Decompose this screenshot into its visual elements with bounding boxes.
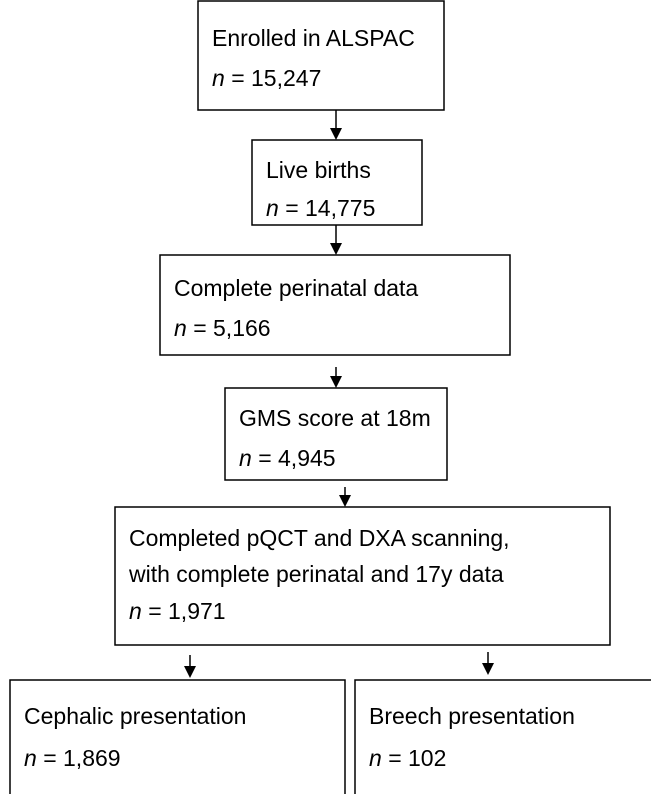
- count-variable: n: [174, 315, 187, 341]
- node-label: with complete perinatal and 17y data: [128, 561, 504, 587]
- node-count: n = 4,945: [239, 445, 336, 471]
- node-label: Breech presentation: [369, 703, 575, 729]
- node-box: [159, 254, 511, 356]
- node: Enrolled in ALSPAC n = 15,247: [197, 0, 445, 111]
- node: GMS score at 18m n = 4,945: [224, 387, 448, 481]
- arrow-head: [330, 376, 342, 388]
- count-variable: n: [239, 445, 252, 471]
- count-variable: n: [369, 745, 382, 771]
- count-value: = 1,971: [148, 598, 225, 624]
- count-variable: n: [266, 195, 279, 221]
- node-count: n = 102: [369, 745, 446, 771]
- node-box: [9, 679, 346, 794]
- count-value: = 15,247: [231, 65, 321, 91]
- arrow-head: [339, 495, 351, 507]
- count-variable: n: [129, 598, 142, 624]
- node-box: [197, 0, 445, 111]
- node: Cephalic presentation n = 1,869: [9, 679, 346, 794]
- count-value: = 102: [388, 745, 446, 771]
- arrow-head: [330, 243, 342, 255]
- node-label: Cephalic presentation: [24, 703, 246, 729]
- node-label: Complete perinatal data: [174, 275, 418, 301]
- count-value: = 1,869: [43, 745, 120, 771]
- arrow-head: [184, 666, 196, 678]
- node-label: GMS score at 18m: [239, 405, 431, 431]
- node-box: [354, 679, 651, 794]
- count-value: = 5,166: [193, 315, 270, 341]
- arrows: [184, 110, 494, 678]
- node: Complete perinatal data n = 5,166: [159, 254, 511, 356]
- node-box: [114, 506, 611, 646]
- node: Live births n = 14,775: [251, 139, 423, 226]
- count-variable: n: [24, 745, 37, 771]
- node-label: Completed pQCT and DXA scanning,: [129, 525, 510, 551]
- count-variable: n: [212, 65, 225, 91]
- node-count: n = 1,971: [129, 598, 226, 624]
- node: Breech presentation n = 102: [354, 679, 651, 794]
- node-label: Enrolled in ALSPAC: [212, 25, 415, 51]
- arrow-head: [330, 128, 342, 140]
- node-count: n = 15,247: [212, 65, 321, 91]
- count-value: = 4,945: [258, 445, 335, 471]
- node-label: Live births: [266, 157, 371, 183]
- node-box: [251, 139, 423, 226]
- node-count: n = 14,775: [266, 195, 375, 221]
- node-count: n = 1,869: [24, 745, 121, 771]
- arrow-head: [482, 663, 494, 675]
- node-count: n = 5,166: [174, 315, 271, 341]
- node: Completed pQCT and DXA scanning, with com…: [114, 506, 611, 646]
- count-value: = 14,775: [285, 195, 375, 221]
- node-box: [224, 387, 448, 481]
